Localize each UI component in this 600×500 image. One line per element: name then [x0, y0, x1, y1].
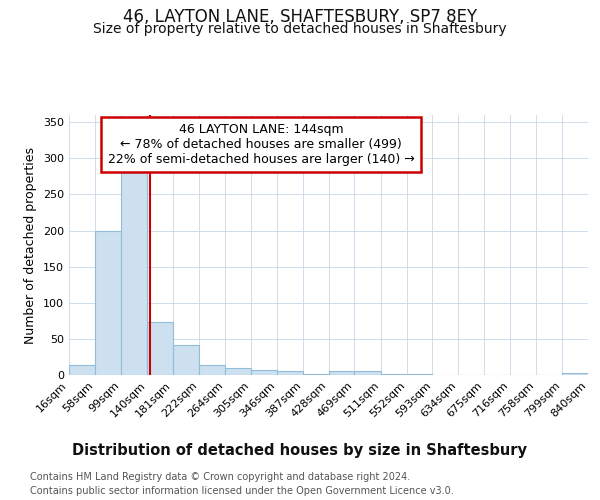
- Text: Size of property relative to detached houses in Shaftesbury: Size of property relative to detached ho…: [93, 22, 507, 36]
- Bar: [329, 370, 355, 375]
- Bar: [302, 374, 329, 375]
- Bar: [147, 322, 173, 375]
- Y-axis label: Number of detached properties: Number of detached properties: [25, 146, 37, 344]
- Bar: [277, 372, 302, 375]
- Bar: [173, 346, 199, 375]
- Bar: [225, 368, 251, 375]
- Text: Contains HM Land Registry data © Crown copyright and database right 2024.: Contains HM Land Registry data © Crown c…: [30, 472, 410, 482]
- Bar: [355, 370, 381, 375]
- Bar: [381, 374, 407, 375]
- Text: Distribution of detached houses by size in Shaftesbury: Distribution of detached houses by size …: [73, 442, 527, 458]
- Text: 46 LAYTON LANE: 144sqm
← 78% of detached houses are smaller (499)
22% of semi-de: 46 LAYTON LANE: 144sqm ← 78% of detached…: [107, 123, 415, 166]
- Text: Contains public sector information licensed under the Open Government Licence v3: Contains public sector information licen…: [30, 486, 454, 496]
- Bar: [69, 365, 95, 375]
- Bar: [199, 365, 225, 375]
- Bar: [407, 374, 433, 375]
- Text: 46, LAYTON LANE, SHAFTESBURY, SP7 8EY: 46, LAYTON LANE, SHAFTESBURY, SP7 8EY: [123, 8, 477, 26]
- Bar: [562, 373, 588, 375]
- Bar: [95, 230, 121, 375]
- Bar: [121, 172, 147, 375]
- Bar: [251, 370, 277, 375]
